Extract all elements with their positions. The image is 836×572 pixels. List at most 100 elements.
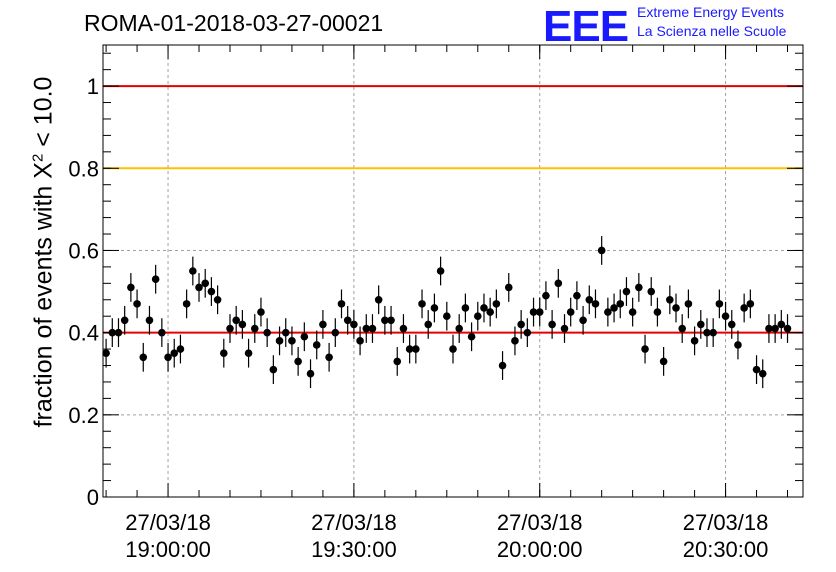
data-point <box>374 295 383 304</box>
data-point <box>610 304 618 312</box>
y-tick-label: 0.6 <box>68 238 99 263</box>
data-point <box>628 308 637 316</box>
data-point <box>424 320 433 329</box>
data-point <box>213 295 222 304</box>
data-point <box>542 291 550 300</box>
data-point <box>523 328 532 337</box>
data-point <box>560 324 569 333</box>
data-point <box>232 316 240 325</box>
data-point <box>492 300 501 308</box>
data-point <box>684 300 693 308</box>
data-point <box>102 349 110 357</box>
data-point <box>616 300 625 308</box>
data-point <box>257 308 265 316</box>
data-point <box>306 369 315 378</box>
data-point <box>659 357 668 366</box>
data-point <box>783 324 792 333</box>
data-point <box>294 357 302 366</box>
data-point <box>399 324 408 333</box>
data-point <box>195 283 203 292</box>
data-point <box>666 295 674 304</box>
data-point <box>170 349 179 357</box>
data-point <box>182 300 191 308</box>
data-point <box>275 337 284 345</box>
x-tick-label-date: 27/03/18 <box>311 510 397 535</box>
y-axis-label: fraction of events with X2 < 10.0 <box>29 76 58 428</box>
data-point <box>752 365 761 374</box>
data-point <box>467 332 476 341</box>
data-point <box>746 300 755 308</box>
data-point <box>393 357 402 366</box>
data-point <box>573 291 581 300</box>
data-point <box>709 328 717 337</box>
data-point <box>343 316 352 325</box>
data-point <box>554 279 563 288</box>
data-point <box>498 361 507 370</box>
data-point <box>127 283 135 292</box>
data-point <box>721 312 730 321</box>
data-point <box>622 287 631 296</box>
data-point <box>405 345 414 353</box>
eee-logo: EEE <box>543 2 629 51</box>
data-point <box>455 324 463 333</box>
data-point <box>758 369 767 378</box>
data-point <box>238 320 247 329</box>
x-tick-label-time: 20:30:00 <box>683 537 769 562</box>
data-point <box>288 337 296 345</box>
data-point <box>678 324 687 333</box>
grid <box>103 45 803 497</box>
data-point <box>325 353 333 362</box>
y-tick-label: 0.2 <box>68 403 99 428</box>
data-point <box>207 287 216 296</box>
data-point <box>356 337 364 345</box>
data-point <box>579 316 587 325</box>
data-point <box>362 324 371 333</box>
y-tick-label: 0.8 <box>68 156 99 181</box>
data-point <box>312 341 321 349</box>
tick-labels: 00.20.40.60.8127/03/1819:00:0027/03/1819… <box>68 74 768 562</box>
data-point <box>381 316 389 325</box>
data-point <box>486 308 494 316</box>
data-point <box>535 308 544 316</box>
x-tick-label-time: 19:30:00 <box>311 537 397 562</box>
data-point <box>139 353 148 362</box>
data-point <box>591 300 600 308</box>
data-point <box>269 365 278 374</box>
data-point <box>635 283 643 292</box>
data-point <box>647 287 656 296</box>
data-point <box>151 275 160 284</box>
data-point <box>436 267 445 275</box>
data-point <box>250 324 259 333</box>
data-point <box>145 316 154 325</box>
data-point <box>511 337 519 345</box>
data-point <box>672 304 680 312</box>
data-point <box>120 316 129 325</box>
data-point <box>690 337 699 345</box>
data-point <box>350 320 358 329</box>
data-point <box>418 300 426 308</box>
data-point <box>771 324 779 333</box>
data-point <box>337 300 346 308</box>
data-point <box>529 308 538 316</box>
data-point <box>164 353 172 362</box>
data-point <box>548 320 556 329</box>
data-point <box>566 308 575 316</box>
data-point <box>368 324 377 333</box>
x-tick-label-time: 20:00:00 <box>497 537 583 562</box>
data-point <box>244 349 253 357</box>
data-point <box>226 324 234 333</box>
data-point <box>449 345 457 353</box>
data-point <box>727 320 736 329</box>
data-point <box>387 316 395 325</box>
y-tick-label: 1 <box>87 74 99 99</box>
x-tick-label-time: 19:00:00 <box>125 537 211 562</box>
data-point <box>300 332 309 341</box>
data-point <box>133 300 141 308</box>
y-tick-label: 0.4 <box>68 321 99 346</box>
data-point <box>263 328 271 337</box>
data-point <box>281 328 290 337</box>
data-point <box>604 308 612 316</box>
y-tick-label: 0 <box>87 485 99 510</box>
data-points <box>102 236 792 389</box>
data-point <box>504 283 513 292</box>
